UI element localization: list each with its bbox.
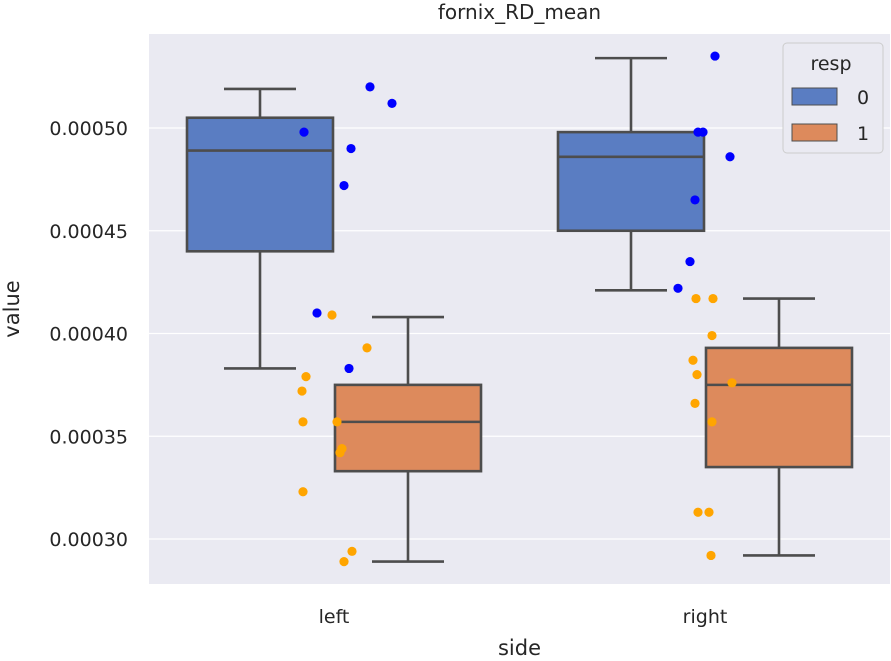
point-resp-1 (688, 355, 698, 365)
box-iqr (556, 130, 706, 233)
legend-swatch-resp-0 (791, 87, 838, 106)
point-resp-1 (339, 557, 349, 567)
point-resp-1 (707, 417, 717, 427)
data-points (297, 51, 737, 567)
y-tick-label: 0.00045 (49, 221, 128, 243)
point-resp-1 (691, 293, 701, 304)
legend-label-resp-1: 1 (857, 123, 869, 145)
box-iqr (704, 346, 854, 469)
boxes (185, 56, 854, 563)
point-resp-0 (339, 180, 349, 191)
box-0-left (185, 87, 335, 370)
point-resp-1 (706, 550, 716, 561)
point-resp-0 (365, 82, 375, 92)
point-resp-0 (299, 127, 309, 137)
y-tick-label: 0.00030 (49, 529, 128, 551)
y-tick-label: 0.00040 (49, 324, 128, 346)
point-resp-0 (685, 256, 695, 267)
point-resp-1 (297, 386, 307, 396)
point-resp-0 (387, 98, 397, 108)
y-tick-label: 0.00035 (49, 426, 128, 448)
point-resp-1 (692, 370, 702, 380)
y-axis-title: value (0, 280, 24, 337)
point-resp-1 (708, 293, 718, 304)
point-resp-1 (298, 417, 308, 427)
point-resp-1 (693, 507, 703, 517)
point-resp-0 (312, 308, 322, 318)
point-resp-1 (301, 372, 311, 382)
point-resp-0 (346, 143, 356, 154)
box-iqr (333, 383, 483, 473)
point-resp-0 (673, 283, 683, 293)
point-resp-0 (698, 127, 708, 137)
point-resp-1 (707, 330, 717, 341)
point-resp-0 (344, 363, 354, 374)
box-1-left (333, 315, 483, 563)
point-resp-0 (690, 195, 700, 205)
point-resp-1 (298, 487, 308, 497)
legend-title: resp (810, 53, 851, 75)
x-tick-label: right (683, 606, 728, 628)
y-tick-label: 0.00050 (49, 118, 128, 140)
axis-ticks: 0.00030 0.00035 0.00040 0.00045 0.00050 left r… (49, 118, 727, 628)
legend: resp 0 1 (782, 42, 884, 154)
legend-swatch-resp-1 (791, 123, 838, 142)
x-tick-label: left (319, 606, 350, 628)
point-resp-1 (335, 448, 345, 458)
legend-label-resp-0: 0 (857, 87, 869, 109)
box-iqr (185, 116, 335, 253)
x-axis-title: side (498, 636, 541, 660)
point-resp-0 (710, 51, 720, 61)
point-resp-1 (704, 507, 714, 517)
point-resp-1 (327, 310, 337, 320)
point-resp-1 (727, 378, 737, 388)
point-resp-1 (332, 417, 342, 427)
box-0-right (556, 56, 706, 292)
point-resp-1 (347, 546, 357, 556)
point-resp-0 (725, 152, 735, 162)
point-resp-1 (362, 343, 372, 353)
chart-title: fornix_RD_mean (438, 0, 601, 24)
point-resp-1 (690, 398, 700, 408)
box-1-right (704, 297, 854, 557)
